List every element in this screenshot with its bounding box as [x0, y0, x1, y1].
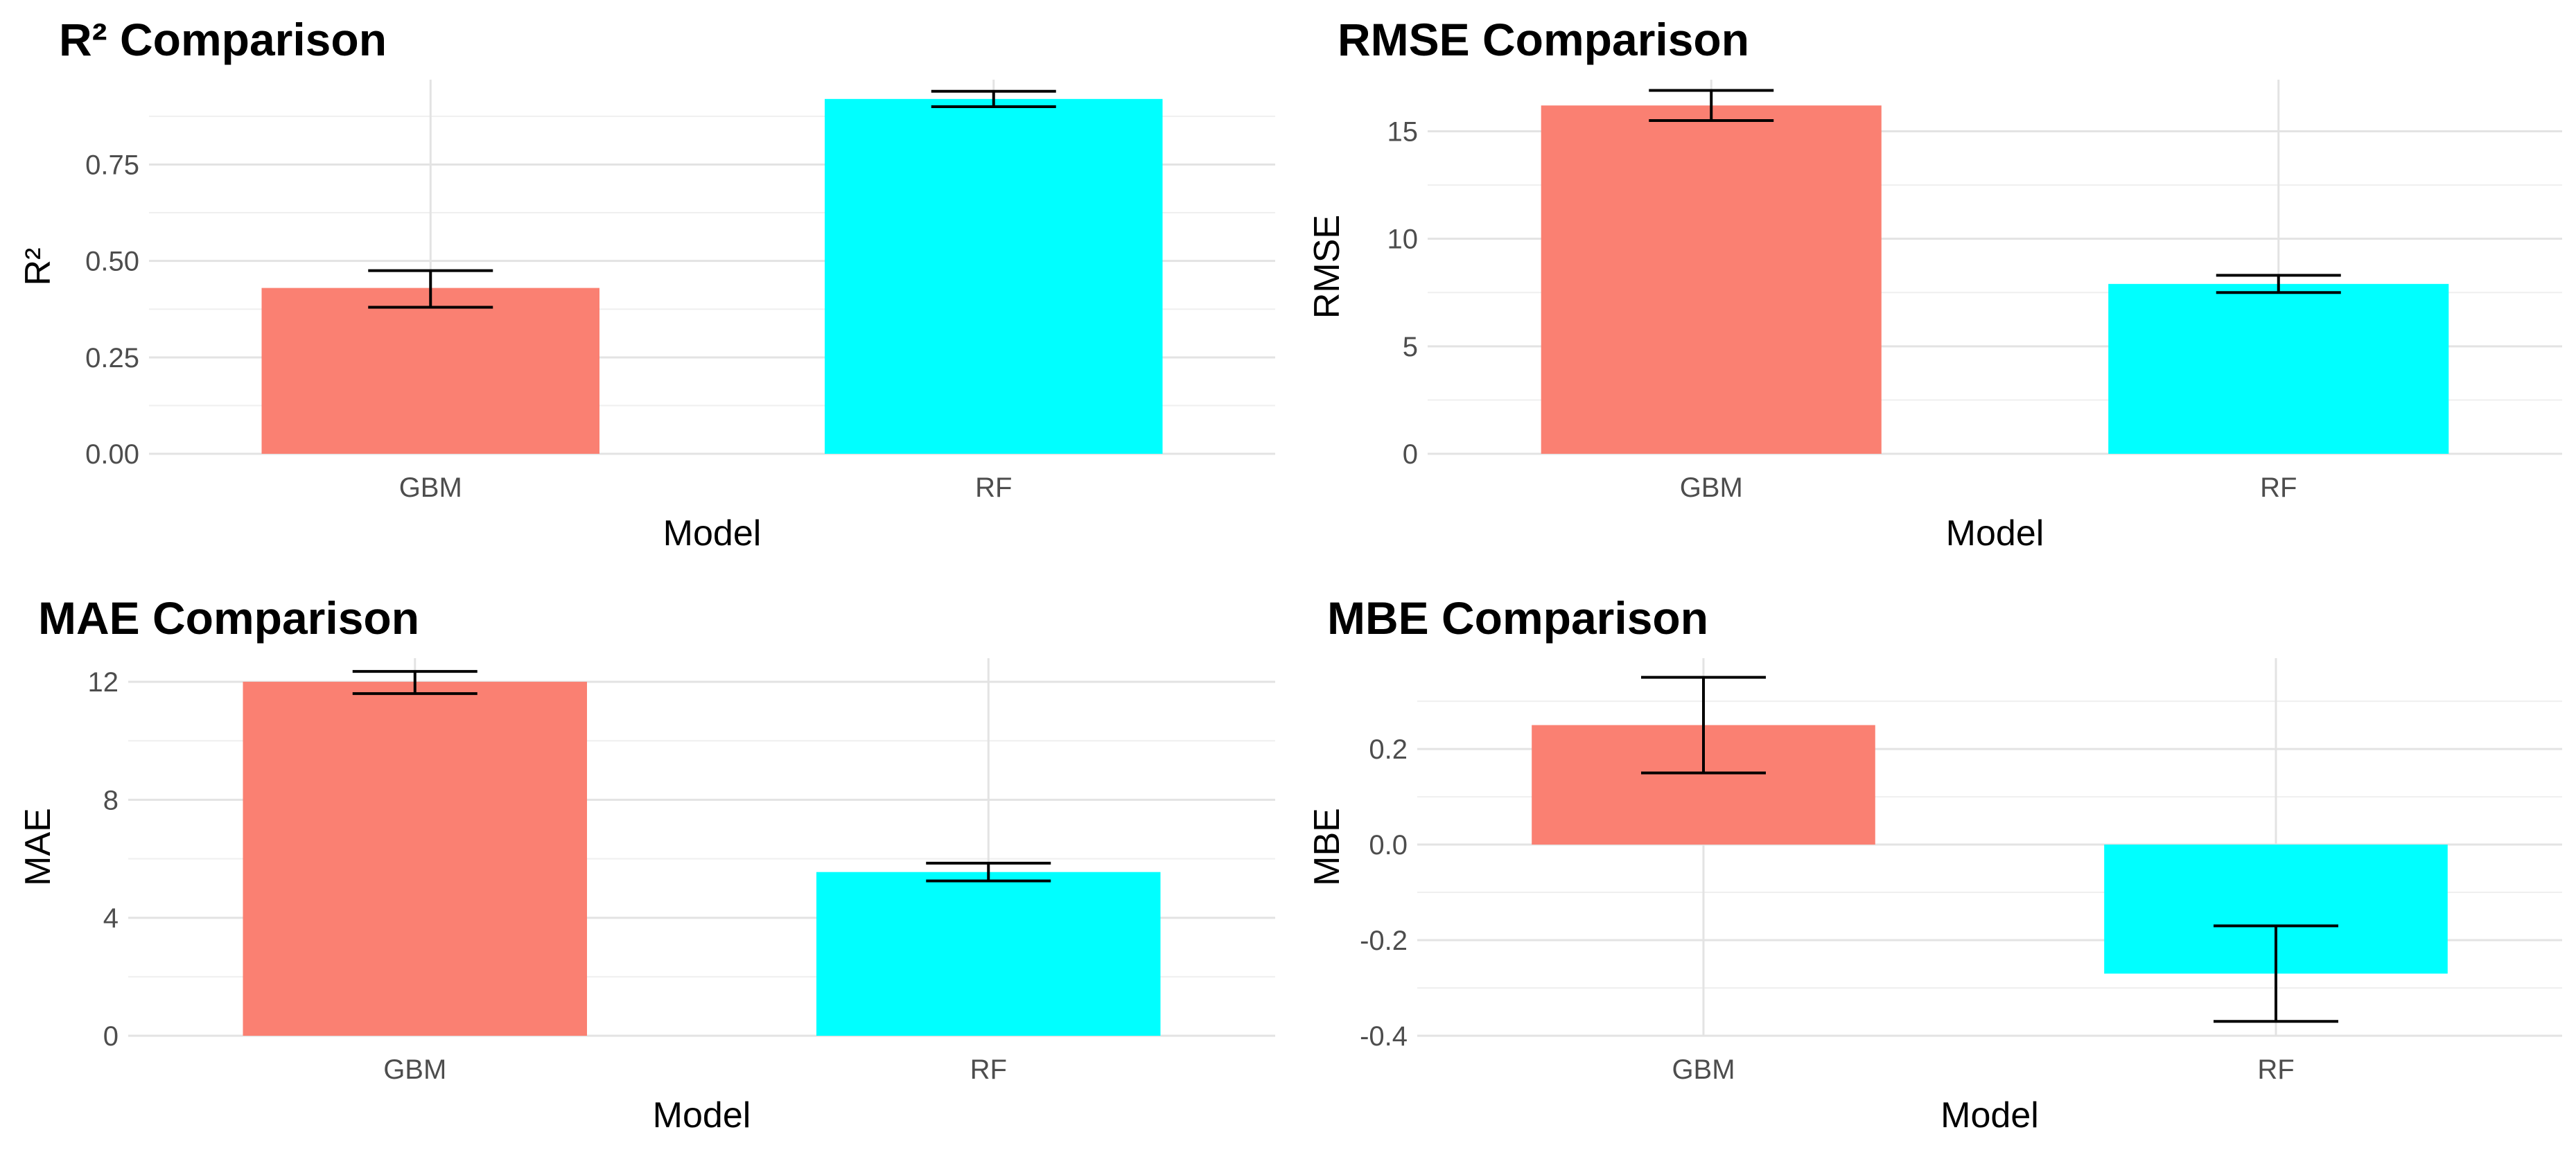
x-tick-label: GBM [383, 1054, 446, 1085]
y-axis-label: MBE [1307, 808, 1347, 886]
bar-rf [816, 872, 1161, 1036]
y-tick-label: 0.25 [85, 343, 139, 373]
error-bar-gbm [1649, 89, 1774, 122]
x-axis-label: Model [1946, 513, 2044, 554]
bar-gbm [1541, 105, 1882, 454]
mbe-chart: MBE Comparison -0.4 -0.2 0.0 0.2 GBM RF Model MB… [1307, 592, 2562, 1136]
y-tick-label: 0.00 [85, 439, 139, 470]
y-tick-label: 0 [103, 1021, 119, 1052]
y-tick-label: 0.2 [1369, 734, 1408, 765]
mbe-chart-title: MBE Comparison [1327, 592, 1708, 644]
bar-rf [2108, 283, 2449, 454]
error-bar-rf [931, 89, 1056, 108]
y-axis-label: R² [18, 248, 58, 286]
rmse-chart-title: RMSE Comparison [1338, 14, 1749, 65]
y-tick-label: -0.4 [1360, 1021, 1408, 1052]
y-tick-label: 5 [1403, 332, 1418, 362]
r2-chart: R² Comparison 0.00 0.25 0.50 0.75 GBM RF Model R… [18, 14, 1275, 554]
x-tick-label: GBM [399, 472, 462, 503]
r2-chart-title: R² Comparison [59, 14, 387, 65]
x-axis-label: Model [663, 513, 762, 554]
error-bar-gbm [352, 670, 477, 696]
mae-chart-title: MAE Comparison [38, 592, 419, 644]
mae-chart: MAE Comparison 0 4 8 12 GBM RF Model MAE [18, 592, 1275, 1136]
y-tick-label: 12 [88, 667, 119, 698]
x-tick-label: RF [2257, 1054, 2294, 1085]
error-bar-rf [2214, 924, 2338, 1023]
y-tick-label: 0 [1403, 439, 1418, 470]
y-axis-label: RMSE [1307, 215, 1347, 319]
error-bar-rf [926, 861, 1051, 883]
x-tick-label: RF [2260, 472, 2297, 503]
x-tick-label: RF [975, 472, 1012, 503]
bar-gbm [261, 288, 599, 454]
bar-rf [825, 98, 1163, 454]
error-bar-rf [2216, 274, 2341, 294]
bar-gbm [243, 682, 587, 1036]
y-tick-label: 4 [103, 903, 119, 934]
x-axis-label: Model [653, 1095, 751, 1136]
y-tick-label: 15 [1387, 116, 1419, 147]
x-tick-label: GBM [1672, 1054, 1735, 1085]
x-axis-label: Model [1940, 1095, 2039, 1136]
y-tick-label: 0.0 [1369, 830, 1408, 860]
y-tick-label: -0.2 [1360, 926, 1408, 956]
error-bar-gbm [368, 269, 493, 309]
error-bar-gbm [1641, 675, 1766, 775]
y-tick-label: 8 [103, 785, 119, 815]
y-tick-label: 10 [1387, 224, 1419, 255]
y-tick-label: 0.50 [85, 247, 139, 277]
x-tick-label: RF [970, 1054, 1007, 1085]
rmse-chart: RMSE Comparison 0 5 10 15 GBM RF Model RMSE [1307, 14, 2562, 554]
x-tick-label: GBM [1680, 472, 1743, 503]
y-axis-label: MAE [18, 808, 58, 886]
y-tick-label: 0.75 [85, 150, 139, 180]
